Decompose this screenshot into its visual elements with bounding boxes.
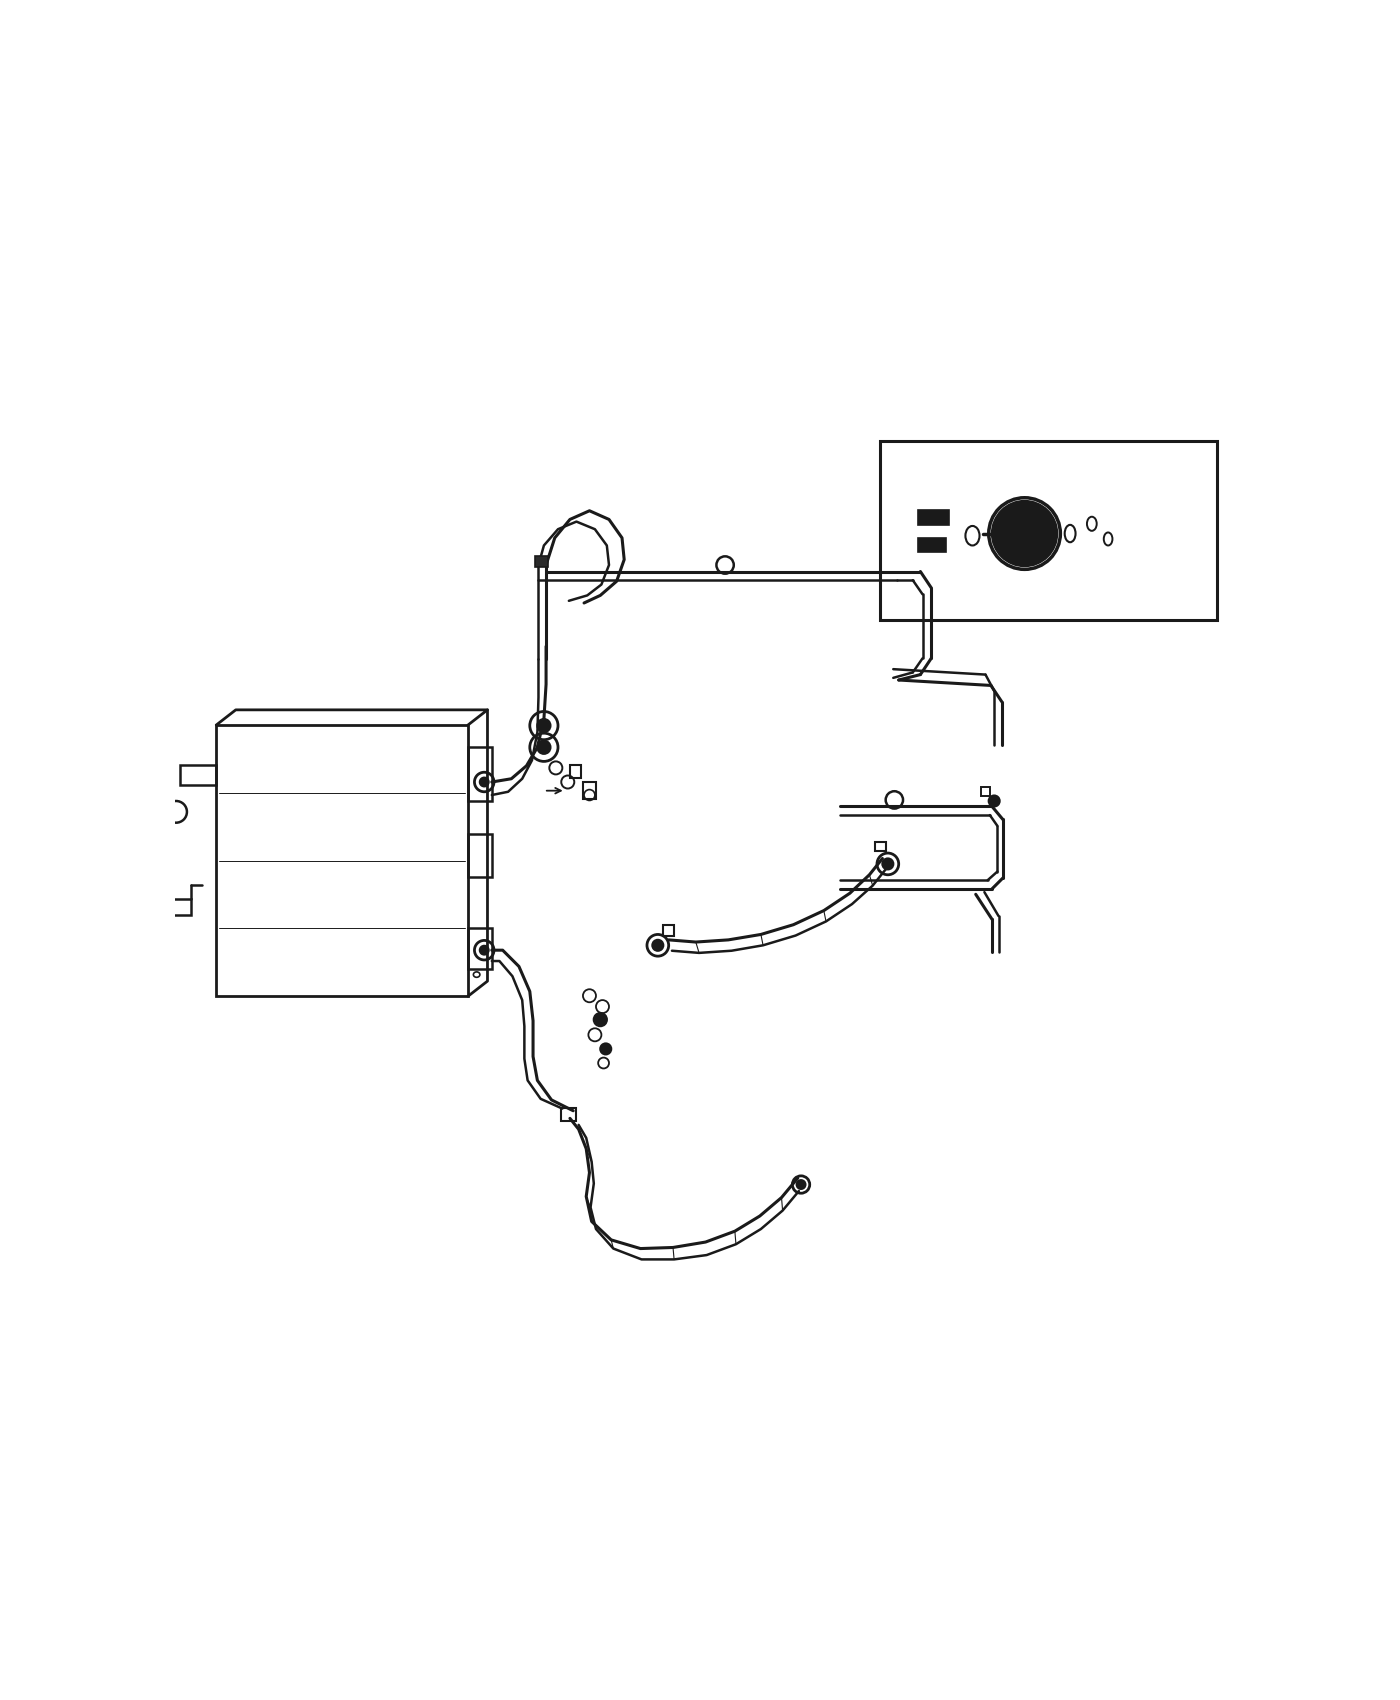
Bar: [981, 787, 990, 796]
Bar: [535, 556, 549, 568]
Circle shape: [480, 945, 489, 954]
Circle shape: [594, 1013, 606, 1027]
Bar: [664, 925, 675, 935]
Ellipse shape: [161, 765, 169, 772]
Circle shape: [538, 741, 550, 753]
Circle shape: [988, 796, 1000, 806]
Bar: [181, 765, 216, 785]
Circle shape: [480, 777, 489, 787]
Circle shape: [538, 719, 550, 733]
Bar: [918, 537, 946, 553]
Bar: [468, 833, 491, 877]
Circle shape: [797, 1180, 805, 1188]
Bar: [918, 510, 949, 525]
Bar: [570, 765, 581, 777]
Bar: [875, 842, 886, 852]
Circle shape: [882, 858, 893, 869]
Bar: [468, 928, 491, 969]
Circle shape: [144, 801, 165, 823]
Circle shape: [652, 940, 664, 950]
Bar: [216, 724, 468, 996]
Circle shape: [993, 502, 1057, 566]
Bar: [468, 746, 491, 801]
Bar: [582, 782, 596, 799]
Bar: [561, 1107, 577, 1120]
Ellipse shape: [161, 755, 169, 762]
Circle shape: [601, 1044, 612, 1054]
Bar: [164, 899, 192, 915]
Bar: [881, 440, 1217, 620]
